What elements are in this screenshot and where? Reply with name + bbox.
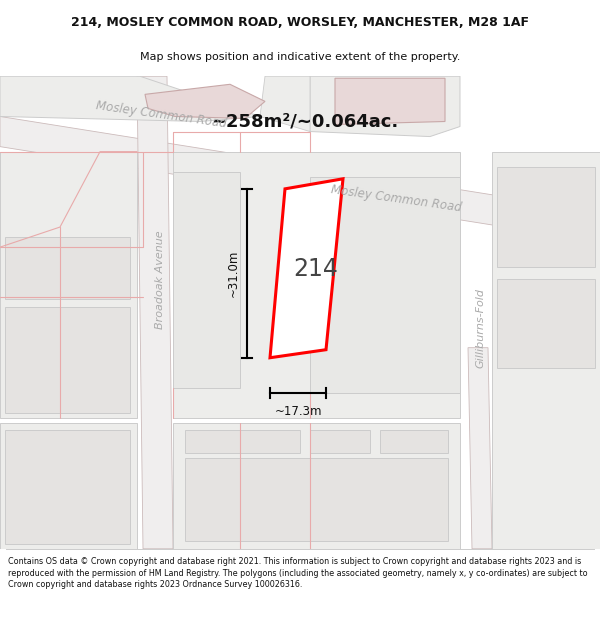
- Polygon shape: [380, 430, 448, 453]
- Polygon shape: [173, 152, 460, 418]
- Text: ~17.3m: ~17.3m: [274, 404, 322, 418]
- Polygon shape: [468, 348, 492, 549]
- Polygon shape: [497, 167, 595, 268]
- Text: Map shows position and indicative extent of the property.: Map shows position and indicative extent…: [140, 52, 460, 62]
- Polygon shape: [5, 237, 130, 299]
- Polygon shape: [0, 76, 260, 121]
- Text: 214: 214: [293, 257, 338, 281]
- Polygon shape: [145, 84, 265, 119]
- Polygon shape: [0, 152, 137, 418]
- Polygon shape: [0, 423, 137, 549]
- Polygon shape: [270, 179, 343, 357]
- Polygon shape: [5, 430, 130, 544]
- Polygon shape: [0, 116, 600, 242]
- Text: Gilliburns-Fold: Gilliburns-Fold: [475, 288, 485, 368]
- Polygon shape: [310, 76, 460, 137]
- Polygon shape: [137, 76, 173, 549]
- Polygon shape: [310, 430, 370, 453]
- Text: ~31.0m: ~31.0m: [227, 249, 239, 297]
- Polygon shape: [492, 152, 600, 549]
- Polygon shape: [260, 76, 310, 131]
- Polygon shape: [185, 458, 448, 541]
- Polygon shape: [497, 279, 595, 368]
- Polygon shape: [335, 78, 445, 124]
- Text: Broadoak Avenue: Broadoak Avenue: [155, 230, 165, 329]
- Polygon shape: [310, 177, 460, 393]
- Polygon shape: [173, 423, 460, 549]
- Text: Contains OS data © Crown copyright and database right 2021. This information is : Contains OS data © Crown copyright and d…: [8, 557, 587, 589]
- Text: Mosley Common Road: Mosley Common Road: [95, 99, 227, 130]
- Polygon shape: [185, 430, 300, 453]
- Polygon shape: [5, 308, 130, 413]
- Text: Mosley Common Road: Mosley Common Road: [330, 183, 463, 214]
- Polygon shape: [173, 172, 240, 388]
- Text: ~258m²/~0.064ac.: ~258m²/~0.064ac.: [211, 112, 398, 131]
- Text: 214, MOSLEY COMMON ROAD, WORSLEY, MANCHESTER, M28 1AF: 214, MOSLEY COMMON ROAD, WORSLEY, MANCHE…: [71, 16, 529, 29]
